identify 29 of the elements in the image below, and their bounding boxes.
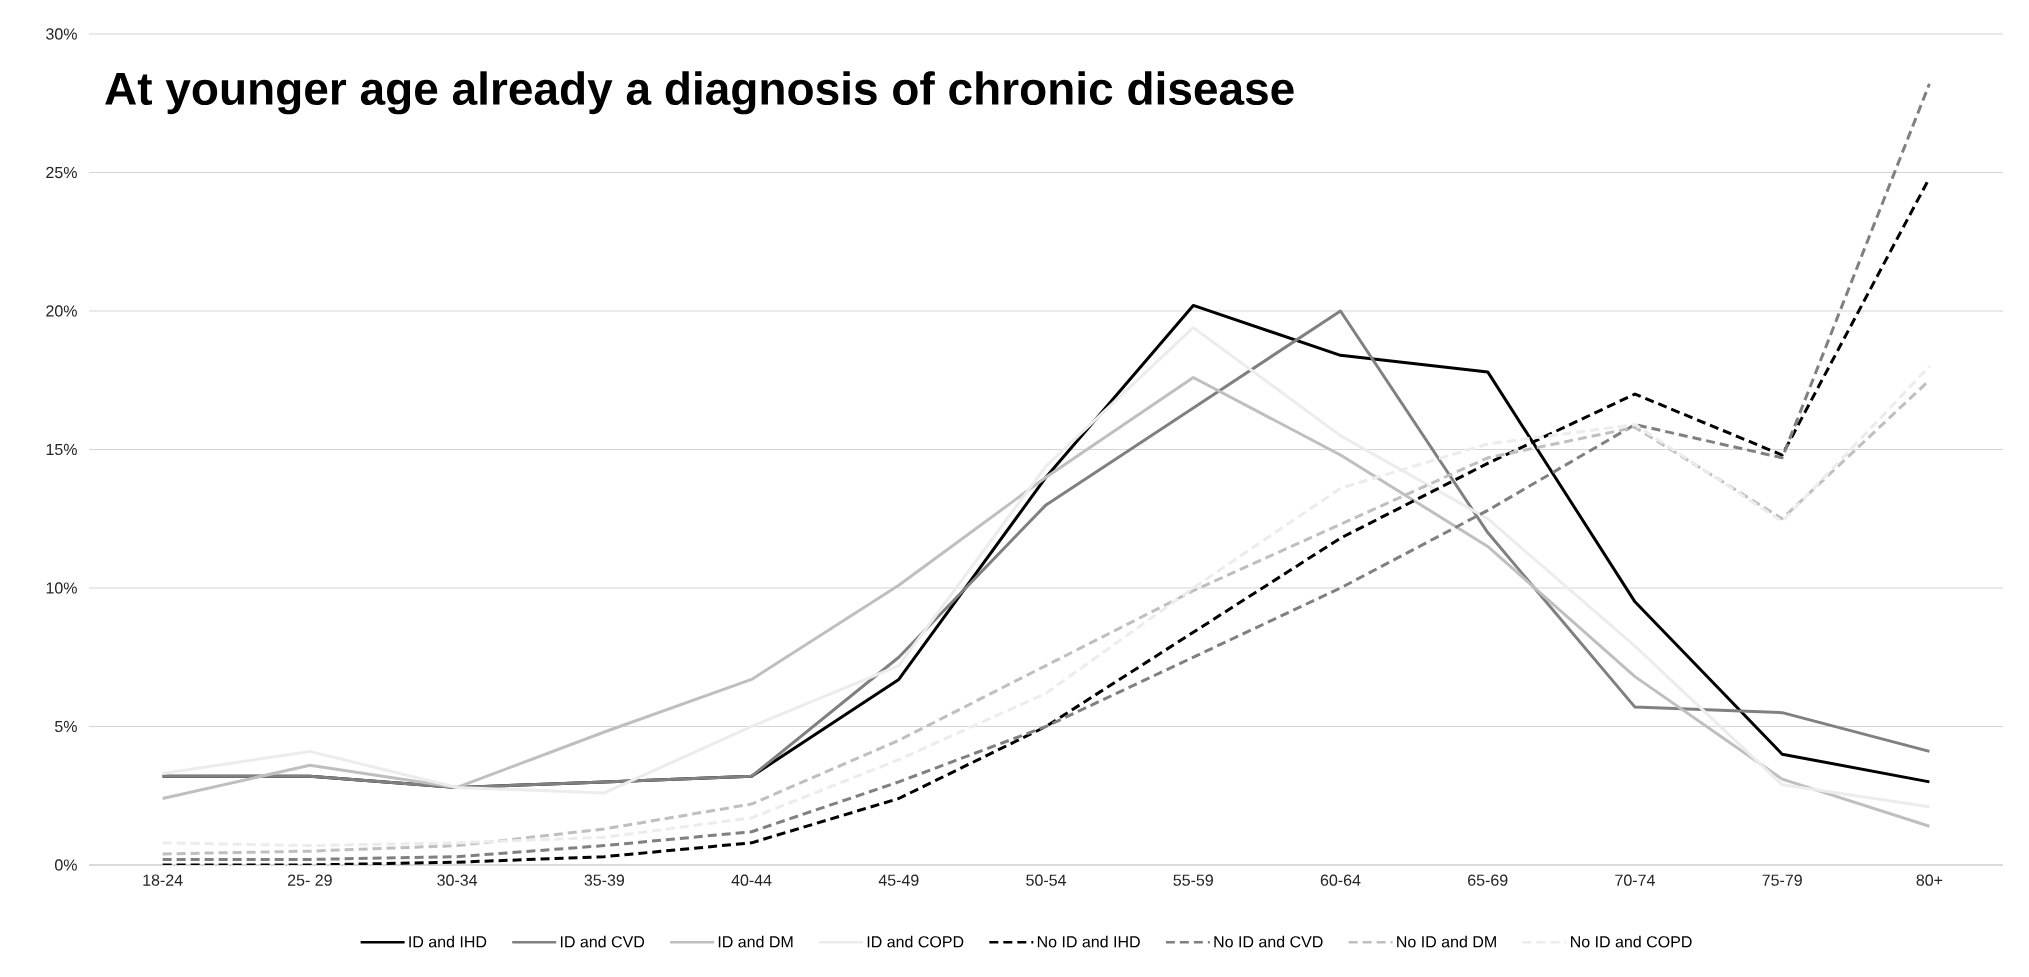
- legend-label: No ID and COPD: [1571, 935, 1692, 948]
- x-tick-label: 70-74: [1615, 874, 1655, 886]
- y-tick-label: 15%: [46, 443, 77, 456]
- x-tick-label: 45-49: [878, 874, 919, 886]
- y-tick-label: 25%: [46, 166, 77, 179]
- x-tick-label: 60-64: [1320, 874, 1361, 886]
- legend-label: ID and DM: [718, 935, 793, 948]
- legend-label: No ID and IHD: [1037, 935, 1140, 948]
- legend-label: ID and CVD: [560, 935, 645, 948]
- y-tick-label: 0%: [55, 859, 77, 871]
- legend-label: ID and IHD: [409, 935, 487, 948]
- x-tick-label: 40-44: [731, 874, 772, 886]
- y-tick-label: 5%: [55, 720, 77, 733]
- legend-label: No ID and DM: [1397, 935, 1496, 948]
- y-tick-label: 30%: [46, 28, 77, 40]
- x-tick-label: 55-59: [1173, 874, 1213, 886]
- y-tick-label: 10%: [46, 582, 77, 594]
- y-tick-label: 20%: [46, 305, 77, 317]
- x-tick-label: 50-54: [1026, 874, 1067, 886]
- x-tick-label: 25- 29: [287, 874, 332, 886]
- legend-label: ID and COPD: [867, 935, 964, 948]
- text: At younger age already a diagnosis of chronic disease: [105, 71, 1294, 115]
- x-tick-label: 30-34: [437, 874, 478, 886]
- legend-label: No ID and CVD: [1214, 935, 1323, 948]
- x-tick-label: 75-79: [1762, 874, 1802, 886]
- x-tick-label: 35-39: [584, 874, 625, 886]
- x-tick-label: 80+: [1916, 874, 1943, 886]
- x-tick-label: 65-69: [1468, 874, 1508, 886]
- x-tick-label: 18-24: [143, 874, 183, 886]
